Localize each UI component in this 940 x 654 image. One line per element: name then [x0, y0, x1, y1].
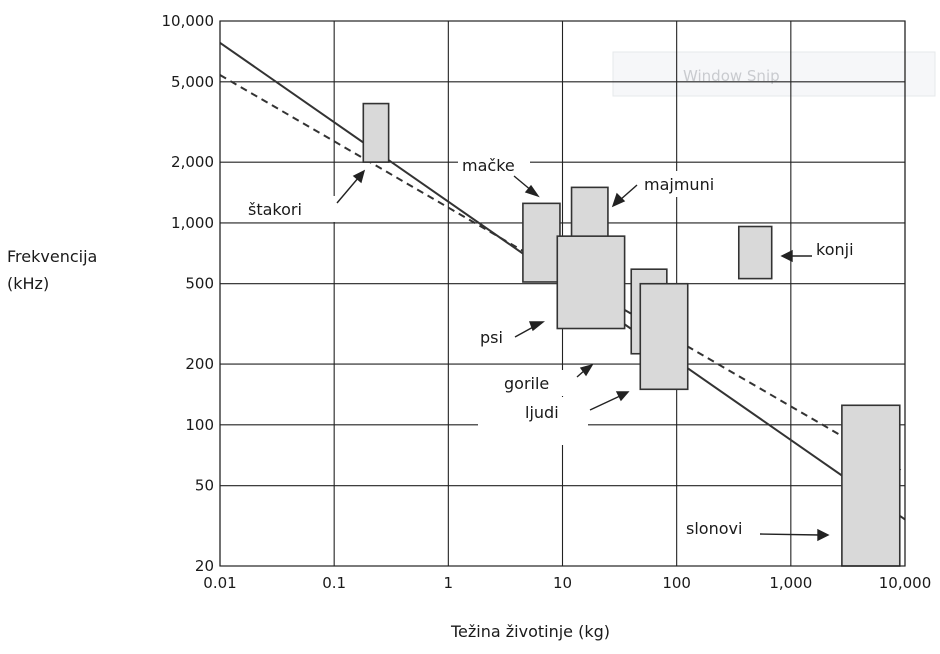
y-tick-label-8: 10,000 — [162, 12, 215, 30]
y-tick-label-5: 1,000 — [171, 214, 214, 232]
y-axis-label-line2: (kHz) — [7, 274, 49, 293]
arrow-macke — [513, 175, 540, 198]
annotation-majmuni: majmuni — [644, 175, 714, 194]
annotation-ljudi: ljudi — [525, 403, 559, 422]
annotation-arrows — [336, 169, 830, 542]
annotation-gorile: gorile — [504, 374, 549, 393]
x-axis-label: Težina životinje (kg) — [450, 622, 610, 641]
data-box-5 — [639, 282, 689, 391]
x-tick-label-6: 10,000 — [879, 574, 932, 592]
arrow-slonovi — [759, 528, 830, 542]
plot-frame — [219, 20, 906, 567]
annotation-slonovi: slonovi — [686, 519, 742, 538]
data-box-0 — [362, 102, 390, 163]
annotation-stakori: štakori — [248, 200, 302, 219]
arrow-konji — [780, 249, 812, 263]
x-tick-labels: 0.01 0.1 1 10 100 1,000 10,000 — [203, 574, 931, 592]
arrow-gorile — [576, 363, 594, 378]
x-tick-label-5: 1,000 — [769, 574, 812, 592]
x-tick-label-2: 1 — [444, 574, 454, 592]
window-snip-text: Window Snip — [683, 67, 780, 85]
y-axis-label-line1: Frekvencija — [7, 247, 97, 266]
annotation-psi: psi — [480, 328, 503, 347]
y-tick-label-7: 5,000 — [171, 73, 214, 91]
x-tick-label-4: 100 — [662, 574, 691, 592]
y-tick-label-1: 50 — [195, 477, 214, 495]
annotations: štakori mačke majmuni psi gorile ljudi k… — [248, 156, 854, 538]
window-snip-overlay: Window Snip — [612, 51, 936, 97]
x-tick-label-3: 10 — [553, 574, 572, 592]
data-box-7 — [841, 404, 901, 567]
y-tick-label-0: 20 — [195, 557, 214, 575]
arrow-majmuni — [611, 184, 638, 208]
y-tick-label-6: 2,000 — [171, 153, 214, 171]
y-tick-label-3: 200 — [185, 355, 214, 373]
arrow-psi — [514, 321, 545, 338]
x-tick-label-1: 0.1 — [322, 574, 346, 592]
data-box-6 — [737, 225, 773, 280]
y-tick-label-2: 100 — [185, 416, 214, 434]
annotation-konji: konji — [816, 240, 854, 259]
x-tick-label-0: 0.01 — [203, 574, 236, 592]
label-backgrounds — [245, 152, 871, 541]
arrow-stakori — [336, 169, 366, 204]
annotation-macke: mačke — [462, 156, 515, 175]
arrow-ljudi — [589, 391, 630, 411]
y-tick-labels: 20 50 100 200 500 1,000 2,000 5,000 10,000 — [162, 12, 215, 575]
y-tick-label-4: 500 — [185, 275, 214, 293]
data-boxes — [362, 102, 901, 567]
data-box-1 — [522, 202, 561, 283]
data-box-3 — [556, 235, 626, 330]
